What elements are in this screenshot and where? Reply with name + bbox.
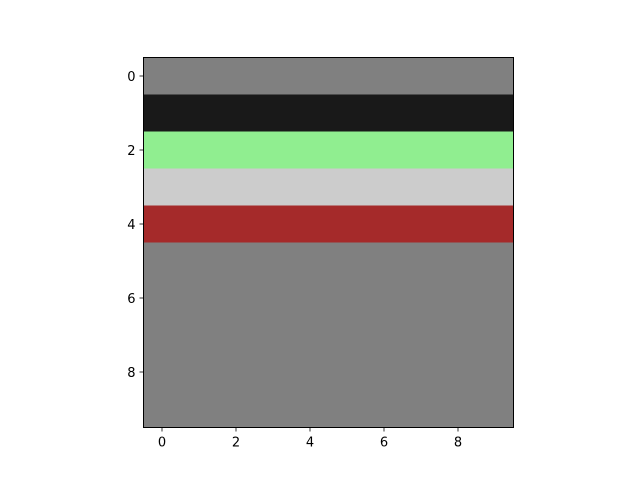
heatmap-row-8 (144, 354, 514, 391)
heatmap-row-6 (144, 280, 514, 317)
x-tick-label: 0 (158, 436, 166, 451)
x-tick-label: 2 (232, 436, 240, 451)
heatmap-row-2 (144, 132, 514, 169)
heatmap-row-3 (144, 169, 514, 206)
x-tick-label: 6 (380, 436, 388, 451)
y-tick-label: 6 (127, 292, 135, 307)
x-axis: 0 2 4 6 8 (158, 428, 462, 451)
heatmap-cells (144, 58, 514, 428)
heatmap-row-0 (144, 58, 514, 95)
y-tick-label: 4 (127, 218, 135, 233)
heatmap-row-1 (144, 95, 514, 132)
x-tick-label: 4 (306, 436, 314, 451)
y-tick-label: 2 (127, 144, 135, 159)
y-tick-label: 8 (127, 366, 135, 381)
heatmap-row-5 (144, 243, 514, 280)
y-axis: 0 2 4 6 8 (127, 70, 143, 381)
y-tick-label: 0 (127, 70, 135, 85)
heatmap-row-9 (144, 391, 514, 428)
heatmap-row-4 (144, 206, 514, 243)
x-tick-label: 8 (454, 436, 462, 451)
heatmap-row-7 (144, 317, 514, 354)
